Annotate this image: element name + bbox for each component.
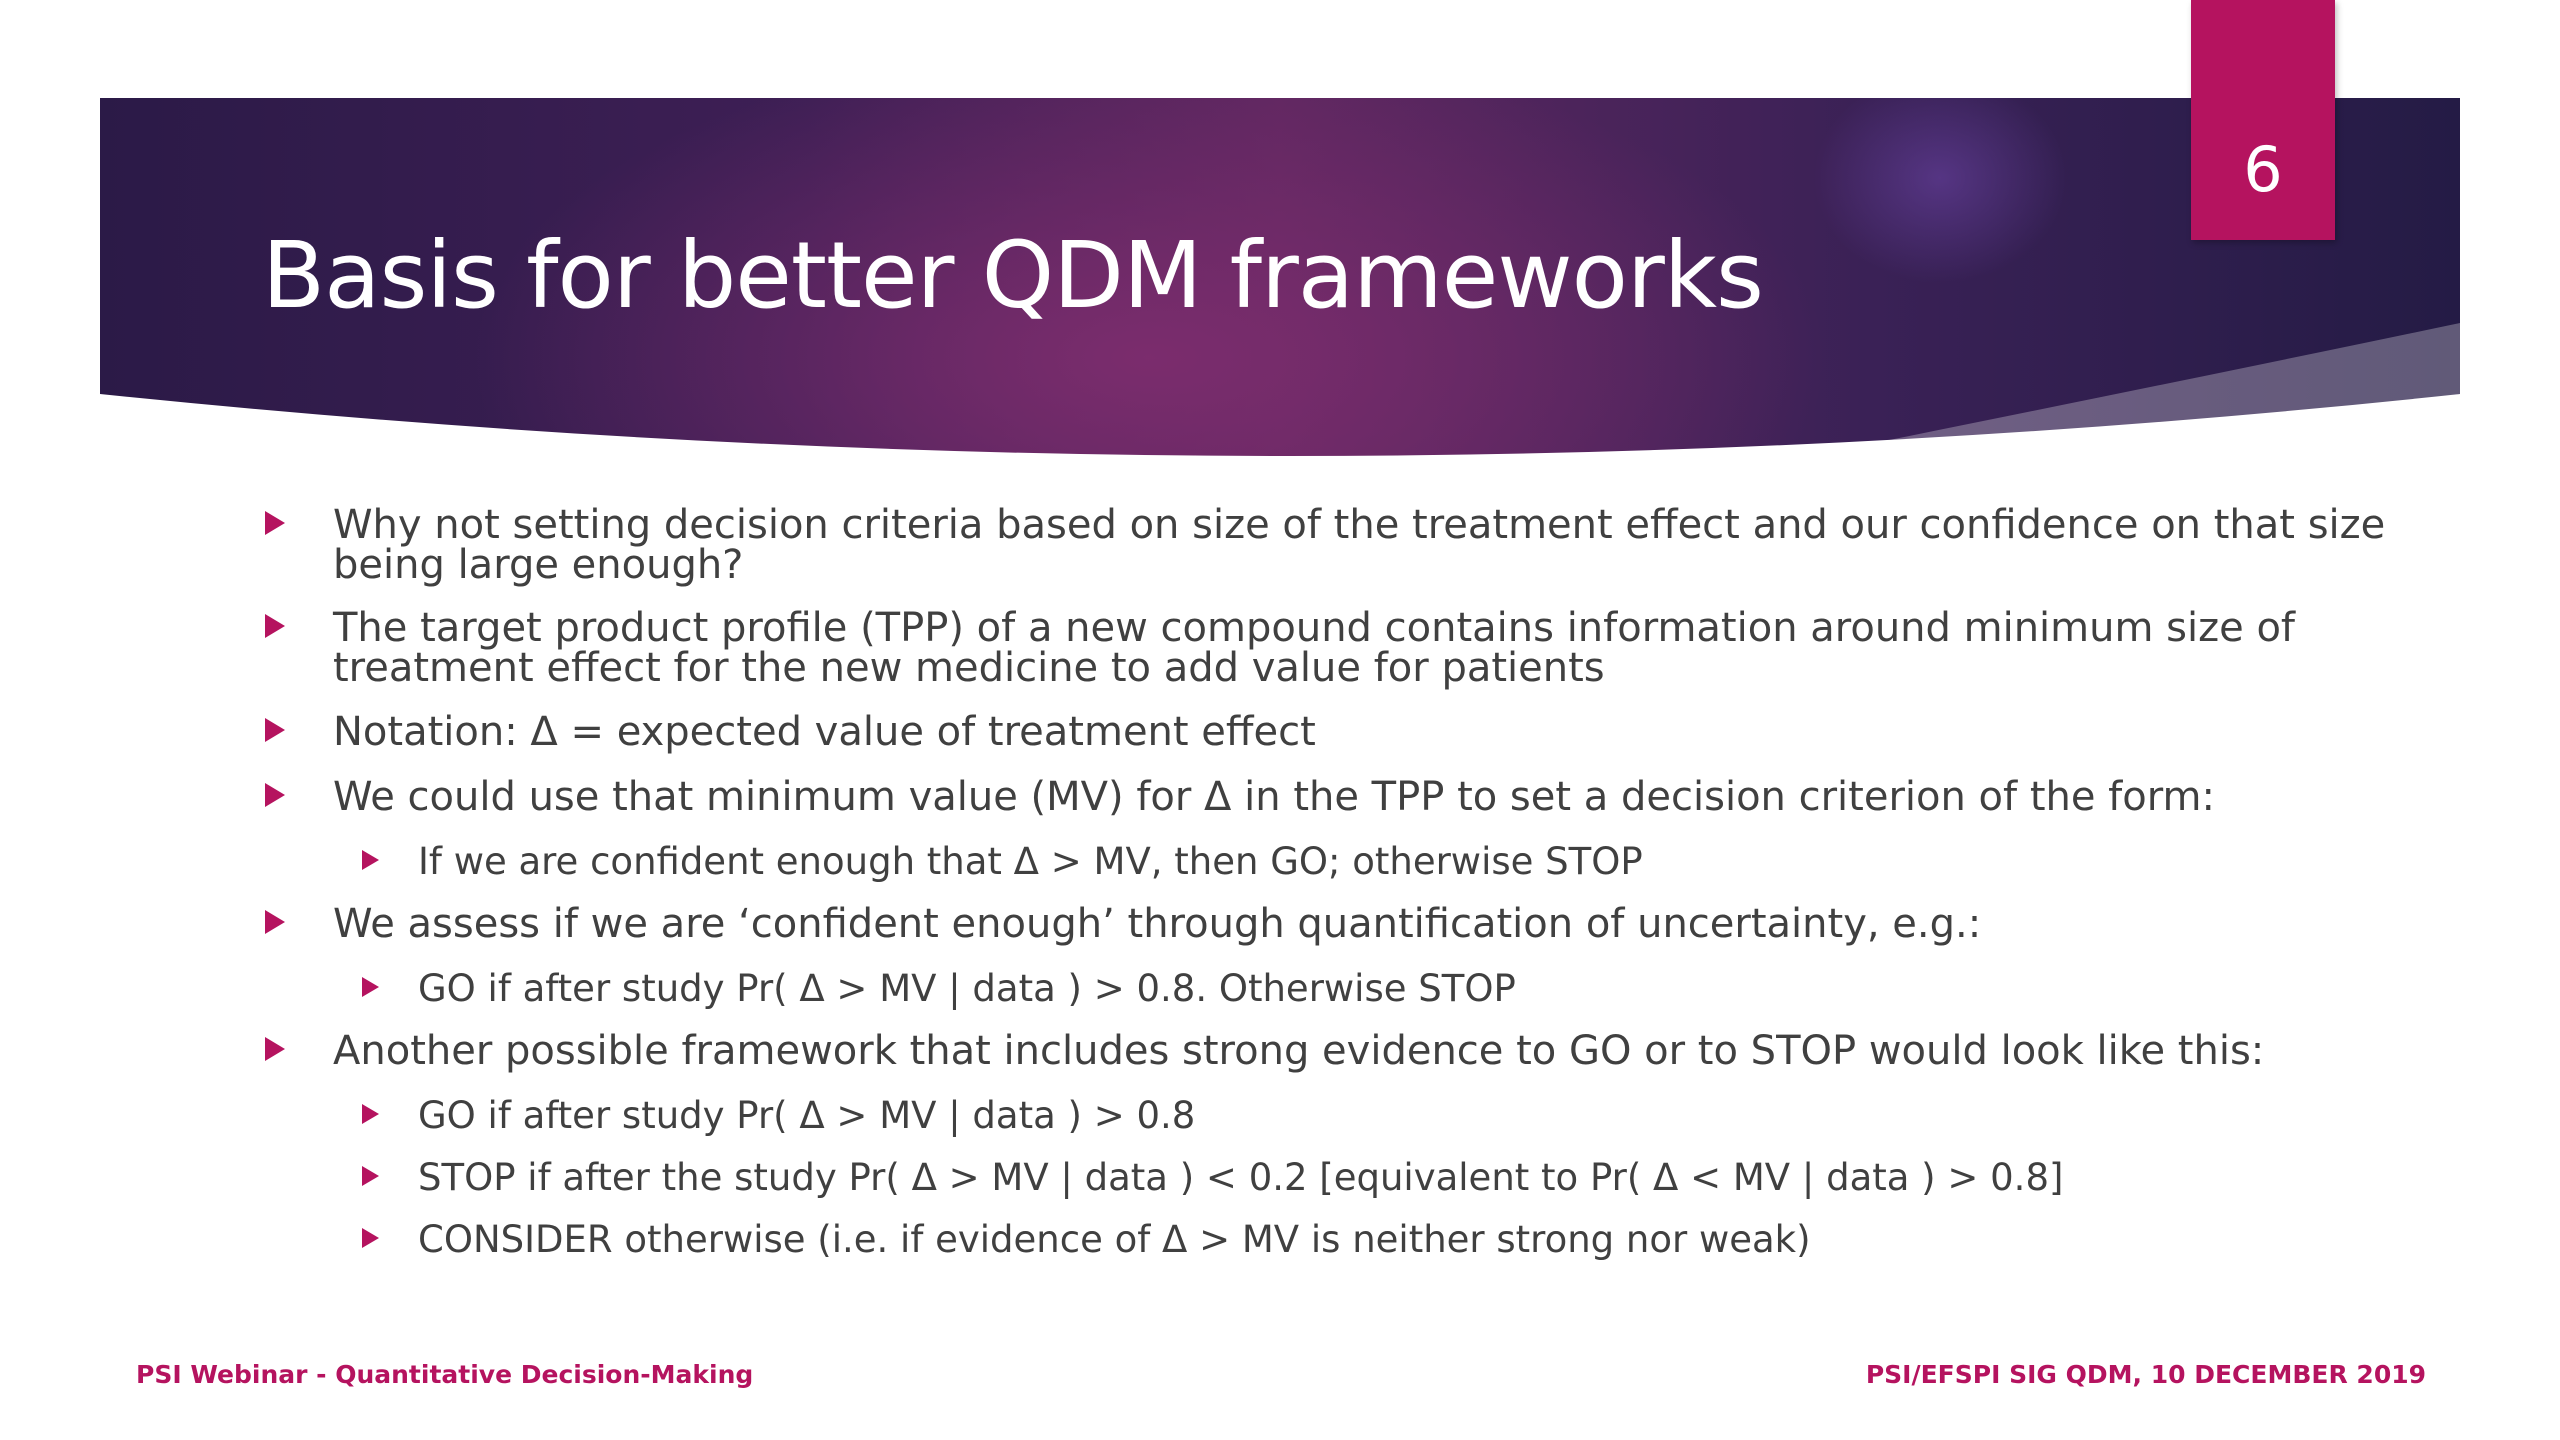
triangle-bullet-icon — [362, 850, 379, 870]
triangle-bullet-icon — [265, 1037, 285, 1061]
bullet-text: STOP if after the study Pr( Δ > MV | dat… — [418, 1156, 2064, 1199]
bullet-text: CONSIDER otherwise (i.e. if evidence of … — [418, 1218, 1811, 1261]
triangle-bullet-icon — [362, 1104, 379, 1124]
bullet-item: Another possible framework that includes… — [265, 1028, 2443, 1074]
bullet-text: GO if after study Pr( Δ > MV | data ) > … — [418, 1094, 1196, 1137]
bullet-text: Why not setting decision criteria based … — [333, 502, 2386, 588]
triangle-bullet-icon — [362, 977, 379, 997]
bullet-subitem: If we are confident enough that Δ > MV, … — [362, 840, 2438, 883]
footer-left: PSI Webinar - Quantitative Decision-Maki… — [136, 1360, 754, 1389]
bullet-subitem: STOP if after the study Pr( Δ > MV | dat… — [362, 1156, 2438, 1199]
bullet-item: The target product profile (TPP) of a ne… — [265, 605, 2443, 691]
triangle-bullet-icon — [265, 511, 285, 535]
triangle-bullet-icon — [265, 614, 285, 638]
bullet-text: We assess if we are ‘confident enough’ t… — [333, 901, 1982, 947]
bullet-text: The target product profile (TPP) of a ne… — [333, 605, 2295, 691]
triangle-bullet-icon — [362, 1228, 379, 1248]
bullet-text: We could use that minimum value (MV) for… — [333, 774, 2215, 820]
bullet-item: We could use that minimum value (MV) for… — [265, 774, 2443, 820]
triangle-bullet-icon — [265, 783, 285, 807]
bullet-text: Another possible framework that includes… — [333, 1028, 2265, 1074]
bullet-subitem: GO if after study Pr( Δ > MV | data ) > … — [362, 967, 2438, 1010]
triangle-bullet-icon — [265, 910, 285, 934]
title-banner — [100, 98, 2460, 478]
bullet-item: Notation: Δ = expected value of treatmen… — [265, 709, 2443, 755]
triangle-bullet-icon — [362, 1166, 379, 1186]
bullet-subitem: GO if after study Pr( Δ > MV | data ) > … — [362, 1094, 2438, 1137]
slide-number-box: 6 — [2191, 0, 2335, 240]
footer-right: PSI/EFSPI SIG QDM, 10 DECEMBER 2019 — [1865, 1360, 2426, 1389]
banner-curve-decoration — [100, 323, 2460, 478]
triangle-bullet-icon — [265, 718, 285, 742]
bullet-subitem: CONSIDER otherwise (i.e. if evidence of … — [362, 1218, 2438, 1261]
bullet-item: Why not setting decision criteria based … — [265, 502, 2443, 588]
bullet-item: We assess if we are ‘confident enough’ t… — [265, 901, 2443, 947]
bullet-text: GO if after study Pr( Δ > MV | data ) > … — [418, 967, 1516, 1010]
bullet-text: Notation: Δ = expected value of treatmen… — [333, 709, 1316, 755]
slide-title: Basis for better QDM frameworks — [262, 222, 1764, 329]
slide-number: 6 — [2243, 133, 2283, 206]
bullet-text: If we are confident enough that Δ > MV, … — [418, 840, 1643, 883]
